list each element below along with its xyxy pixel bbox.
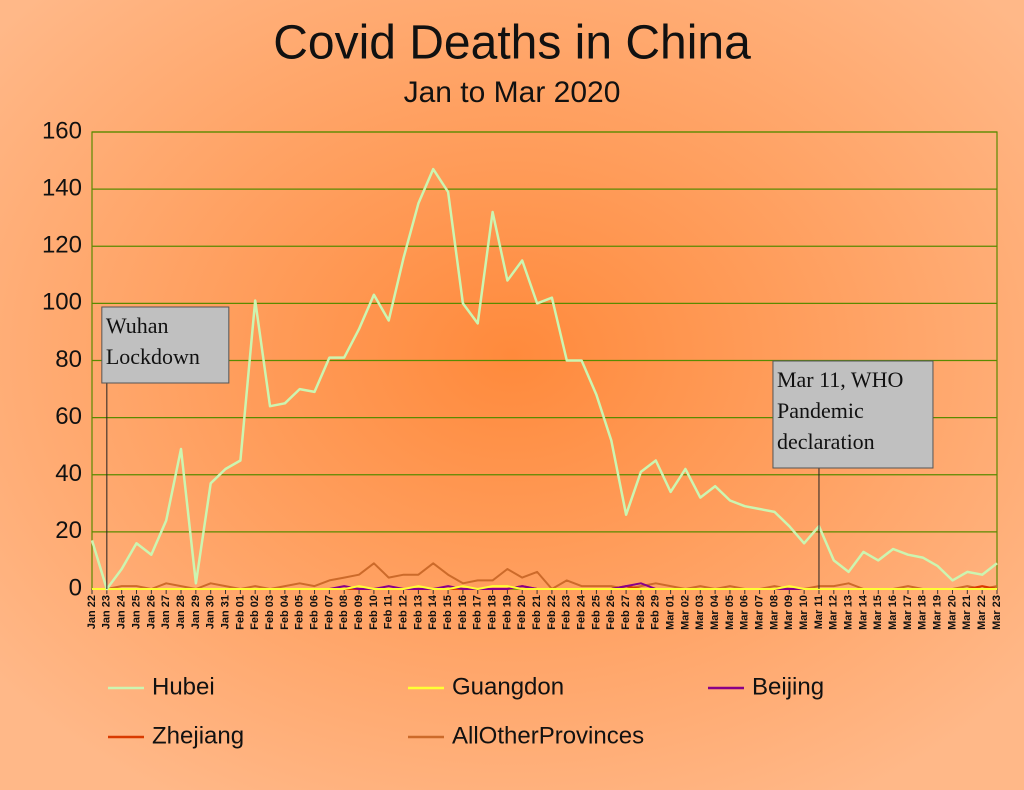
annotation-text: declaration — [777, 429, 875, 454]
chart-subtitle: Jan to Mar 2020 — [404, 76, 621, 109]
annotations: Wuhan Lockdown Mar 11, WHO Pandemic declarat… — [101, 306, 934, 589]
x-tick-label: Jan 28 — [175, 595, 187, 629]
x-tick-label: Mar 18 — [917, 595, 929, 630]
x-tick-label: Feb 17 — [472, 595, 484, 630]
x-tick-label: Mar 17 — [902, 595, 914, 630]
y-tick-label: 80 — [55, 346, 82, 373]
x-tick-label: Mar 15 — [872, 595, 884, 630]
x-tick-label: Mar 19 — [932, 595, 944, 630]
legend-label: Guangdon — [452, 673, 564, 700]
x-tick-label: Feb 11 — [383, 595, 395, 629]
legend-label: AllOtherProvinces — [452, 722, 644, 749]
x-tick-label: Jan 30 — [205, 595, 217, 629]
x-tick-label: Feb 07 — [323, 595, 335, 630]
annotation-text: Mar 11, WHO — [777, 367, 903, 392]
x-tick-label: Mar 07 — [754, 595, 766, 630]
x-tick-label: Mar 01 — [665, 595, 677, 630]
line-series — [90, 167, 998, 591]
x-tick-label: Mar 08 — [768, 595, 780, 630]
y-tick-label: 100 — [42, 289, 82, 316]
annotation-box — [101, 306, 230, 384]
x-tick-label: Jan 22 — [86, 595, 98, 629]
x-tick-label: Feb 22 — [546, 595, 558, 630]
y-tick-label: 0 — [69, 574, 82, 601]
x-tick-label: Jan 25 — [130, 595, 142, 629]
x-tick-label: Mar 22 — [976, 595, 988, 630]
y-tick-label: 120 — [42, 232, 82, 259]
x-tick-label: Feb 26 — [605, 595, 617, 630]
x-tick-label: Feb 08 — [338, 595, 350, 630]
x-tick-label: Mar 04 — [709, 594, 721, 630]
x-tick-label: Mar 21 — [961, 595, 973, 630]
x-tick-label: Mar 20 — [946, 595, 958, 630]
x-tick-label: Mar 11 — [813, 595, 825, 629]
x-tick-label: Feb 01 — [234, 595, 246, 630]
annotation-text: Lockdown — [106, 344, 200, 369]
x-tick-label: Mar 06 — [739, 595, 751, 630]
x-tick-label: Feb 21 — [531, 595, 543, 630]
x-tick-label: Feb 24 — [575, 594, 587, 630]
x-tick-label: Feb 23 — [561, 595, 573, 630]
x-tick-label: Mar 10 — [798, 595, 810, 630]
x-tick-label: Feb 10 — [368, 595, 380, 630]
x-tick-label: Jan 23 — [101, 595, 113, 629]
x-tick-label: Feb 18 — [486, 595, 498, 630]
x-tick-label: Feb 06 — [308, 595, 320, 630]
x-tick-label: Jan 27 — [160, 595, 172, 629]
x-tick-label: Feb 19 — [501, 595, 513, 630]
x-tick-label: Feb 14 — [427, 594, 439, 630]
x-tick-label: Feb 12 — [397, 595, 409, 630]
x-tick-label: Mar 03 — [694, 595, 706, 630]
x-tick-label: Feb 16 — [457, 595, 469, 630]
x-tick-label: Feb 25 — [590, 595, 602, 630]
x-tick-label: Mar 23 — [991, 595, 1003, 630]
x-tick-label: Mar 09 — [783, 595, 795, 630]
x-tick-label: Mar 16 — [887, 595, 899, 630]
x-tick-label: Jan 29 — [190, 595, 202, 629]
x-tick-label: Mar 13 — [843, 595, 855, 630]
y-tick-label: 140 — [42, 174, 82, 201]
x-tick-label: Feb 29 — [650, 595, 662, 630]
x-tick-label: Feb 09 — [353, 595, 365, 630]
line-series — [92, 585, 997, 590]
x-tick-label: Jan 31 — [219, 595, 231, 629]
x-tick-label: Feb 13 — [412, 595, 424, 630]
x-tick-label: Mar 14 — [857, 594, 869, 630]
x-tick-label: Mar 05 — [724, 595, 736, 630]
legend-label: Hubei — [152, 673, 215, 700]
x-tick-label: Feb 04 — [279, 594, 291, 630]
y-tick-label: 40 — [55, 460, 82, 487]
x-tick-label: Jan 26 — [145, 595, 157, 629]
x-tick-label: Mar 02 — [679, 595, 691, 630]
x-tick-label: Feb 03 — [264, 595, 276, 630]
x-tick-label: Feb 05 — [294, 595, 306, 630]
x-tick-label: Feb 27 — [620, 595, 632, 630]
legend-label: Zhejiang — [152, 722, 244, 749]
x-tick-label: Mar 12 — [828, 595, 840, 630]
x-tick-label: Feb 15 — [442, 595, 454, 630]
x-tick-label: Feb 28 — [635, 595, 647, 630]
annotation-text: Wuhan — [106, 313, 169, 338]
y-tick-label: 20 — [55, 517, 82, 544]
y-tick-label: 160 — [42, 117, 82, 144]
x-tick-label: Feb 02 — [249, 595, 261, 630]
plot — [90, 167, 998, 591]
chart-title: Covid Deaths in China — [273, 17, 751, 70]
legend-label: Beijing — [752, 673, 824, 700]
annotation-box — [772, 360, 934, 469]
annotation-text: Pandemic — [777, 398, 864, 423]
x-tick-label: Jan 24 — [116, 594, 128, 629]
x-tick-label: Feb 20 — [516, 595, 528, 630]
y-tick-label: 60 — [55, 403, 82, 430]
legend: Hubei Guangdon Beijing Zhejiang AllOtherProv… — [108, 673, 824, 749]
